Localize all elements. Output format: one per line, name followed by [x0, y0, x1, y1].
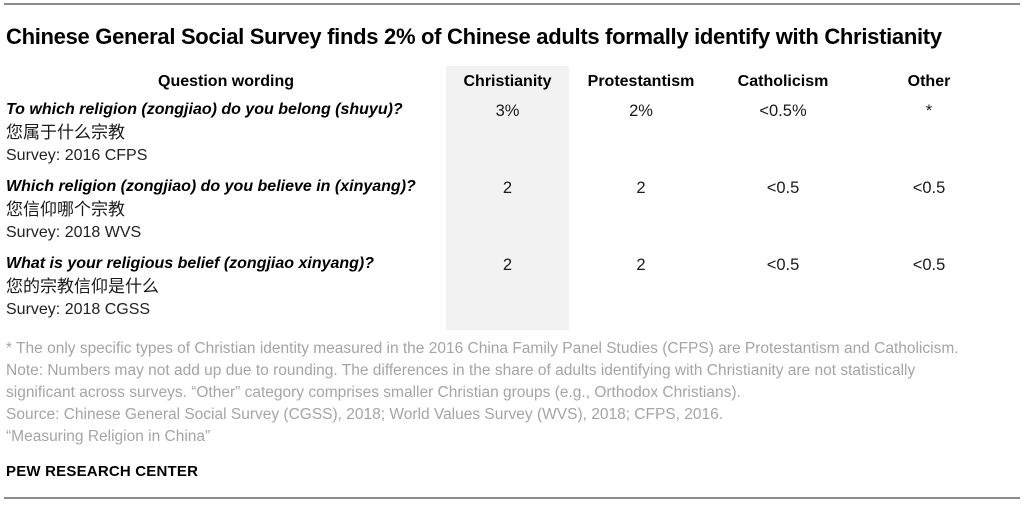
bottom-divider	[4, 497, 1020, 499]
question-text: To which religion (zongjiao) do you belo…	[6, 101, 403, 118]
column-header-christianity: Christianity	[446, 66, 569, 99]
value-catholicism: <0.5	[766, 256, 800, 274]
column-header-other: Other	[907, 73, 951, 90]
page-title: Chinese General Social Survey finds 2% o…	[6, 24, 942, 49]
footnote-note-line1: Note: Numbers may not add up due to roun…	[6, 362, 916, 379]
footnote-report-title: “Measuring Religion in China”	[6, 428, 211, 445]
question-chinese-text: 您信仰哪个宗教	[6, 200, 125, 219]
footnote-asterisk: * The only specific types of Christian i…	[6, 340, 959, 357]
survey-label: Survey: 2018 WVS	[6, 224, 142, 241]
value-other: <0.5	[912, 179, 946, 197]
table-row-question-cell: What is your religious belief (zongjiao …	[6, 253, 446, 330]
table-row-question-cell: Which religion (zongjiao) do you believe…	[6, 176, 446, 253]
footnote-source: Source: Chinese General Social Survey (C…	[6, 406, 724, 423]
question-text: What is your religious belief (zongjiao …	[6, 255, 375, 272]
column-header-catholicism: Catholicism	[737, 73, 829, 90]
pew-research-center-brand: PEW RESEARCH CENTER	[6, 463, 199, 480]
table-row-question-cell: To which religion (zongjiao) do you belo…	[6, 99, 446, 176]
survey-label: Survey: 2016 CFPS	[6, 147, 148, 164]
question-chinese-text: 您的宗教信仰是什么	[6, 277, 159, 296]
question-chinese-text: 您属于什么宗教	[6, 123, 125, 142]
value-catholicism: <0.5%	[759, 102, 807, 120]
question-text: Which religion (zongjiao) do you believe…	[6, 178, 416, 195]
value-christianity: 3%	[446, 99, 569, 176]
column-header-protestantism: Protestantism	[587, 73, 695, 90]
value-other: <0.5	[912, 256, 946, 274]
chart-container: Chinese General Social Survey finds 2% o…	[0, 22, 1024, 480]
data-table: Question wording Christianity Protestant…	[6, 66, 1018, 330]
footnote-note-line2: significant across surveys. “Other” cate…	[6, 384, 741, 401]
value-protestantism: 2%	[629, 102, 653, 120]
value-other: *	[925, 102, 933, 120]
survey-label: Survey: 2018 CGSS	[6, 301, 151, 318]
value-protestantism: 2	[636, 179, 646, 197]
value-christianity: 2	[446, 253, 569, 330]
value-protestantism: 2	[636, 256, 646, 274]
column-header-question-wording: Question wording	[158, 73, 294, 90]
value-christianity: 2	[446, 176, 569, 253]
value-catholicism: <0.5	[766, 179, 800, 197]
footnotes: * The only specific types of Christian i…	[6, 338, 1018, 448]
top-divider	[4, 3, 1020, 5]
